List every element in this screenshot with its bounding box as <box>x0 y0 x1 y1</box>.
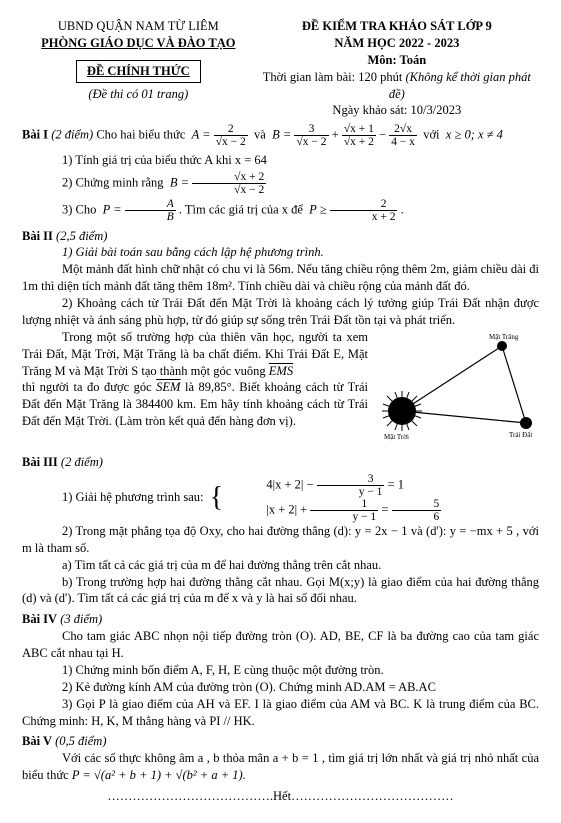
ngay: Ngày khảo sát: 10/3/2023 <box>255 102 539 119</box>
bai-1: Bài I (2 điểm) Cho hai biểu thức A = 2√x… <box>22 123 539 223</box>
title-line-1: ĐỀ KIỂM TRA KHẢO SÁT LỚP 9 <box>255 18 539 35</box>
het-line: ………………………………….Hết………………………………… <box>22 788 539 805</box>
bai-5: Bài V (0,5 điểm) Với các số thực không â… <box>22 733 539 805</box>
bai1-title: Bài I <box>22 128 48 142</box>
bai5-body: Với các số thực không âm a , b thỏa mãn … <box>22 750 539 784</box>
phong-line: PHÒNG GIÁO DỤC VÀ ĐÀO TẠO <box>22 35 255 52</box>
thoi-gian: Thời gian làm bài: 120 phút (Không kể th… <box>255 69 539 103</box>
svg-text:Mặt Trăng: Mặt Trăng <box>489 333 519 341</box>
bai-3: Bài III (2 điểm) 1) Giải hệ phương trình… <box>22 454 539 608</box>
bai1-diem: (2 điểm) <box>51 128 93 142</box>
bai3-q1: 1) Giải hệ phương trình sau: { 4|x + 2| … <box>22 473 539 523</box>
svg-text:Trái Đất: Trái Đất <box>509 431 532 439</box>
bai1-lead: Cho hai biểu thức <box>96 128 185 142</box>
bai-2: Bài II (2,5 điểm) 1) Giải bài toán sau b… <box>22 228 539 431</box>
bai1-q2: 2) Chứng minh rằng B = √x + 2√x − 2 <box>22 171 539 196</box>
bai1-q1: 1) Tính giá trị của biểu thức A khi x = … <box>22 152 539 169</box>
bai1-q3: 3) Cho P = AB . Tìm các giá trị của x để… <box>22 198 539 223</box>
bai-4: Bài IV (3 điểm) Cho tam giác ABC nhọn nộ… <box>22 611 539 729</box>
mon: Môn: Toán <box>255 52 539 69</box>
svg-text:Mặt Trời: Mặt Trời <box>384 433 409 441</box>
ubnd-line: UBND QUẬN NAM TỪ LIÊM <box>22 18 255 35</box>
de-chinh-thuc: ĐỀ CHÍNH THỨC <box>76 60 201 83</box>
astronomy-diagram: Mặt Trăng Mặt Trời Trái Đất <box>374 331 539 446</box>
de-thi-co: (Đề thi có 01 trang) <box>22 86 255 103</box>
title-line-2: NĂM HỌC 2022 - 2023 <box>255 35 539 52</box>
